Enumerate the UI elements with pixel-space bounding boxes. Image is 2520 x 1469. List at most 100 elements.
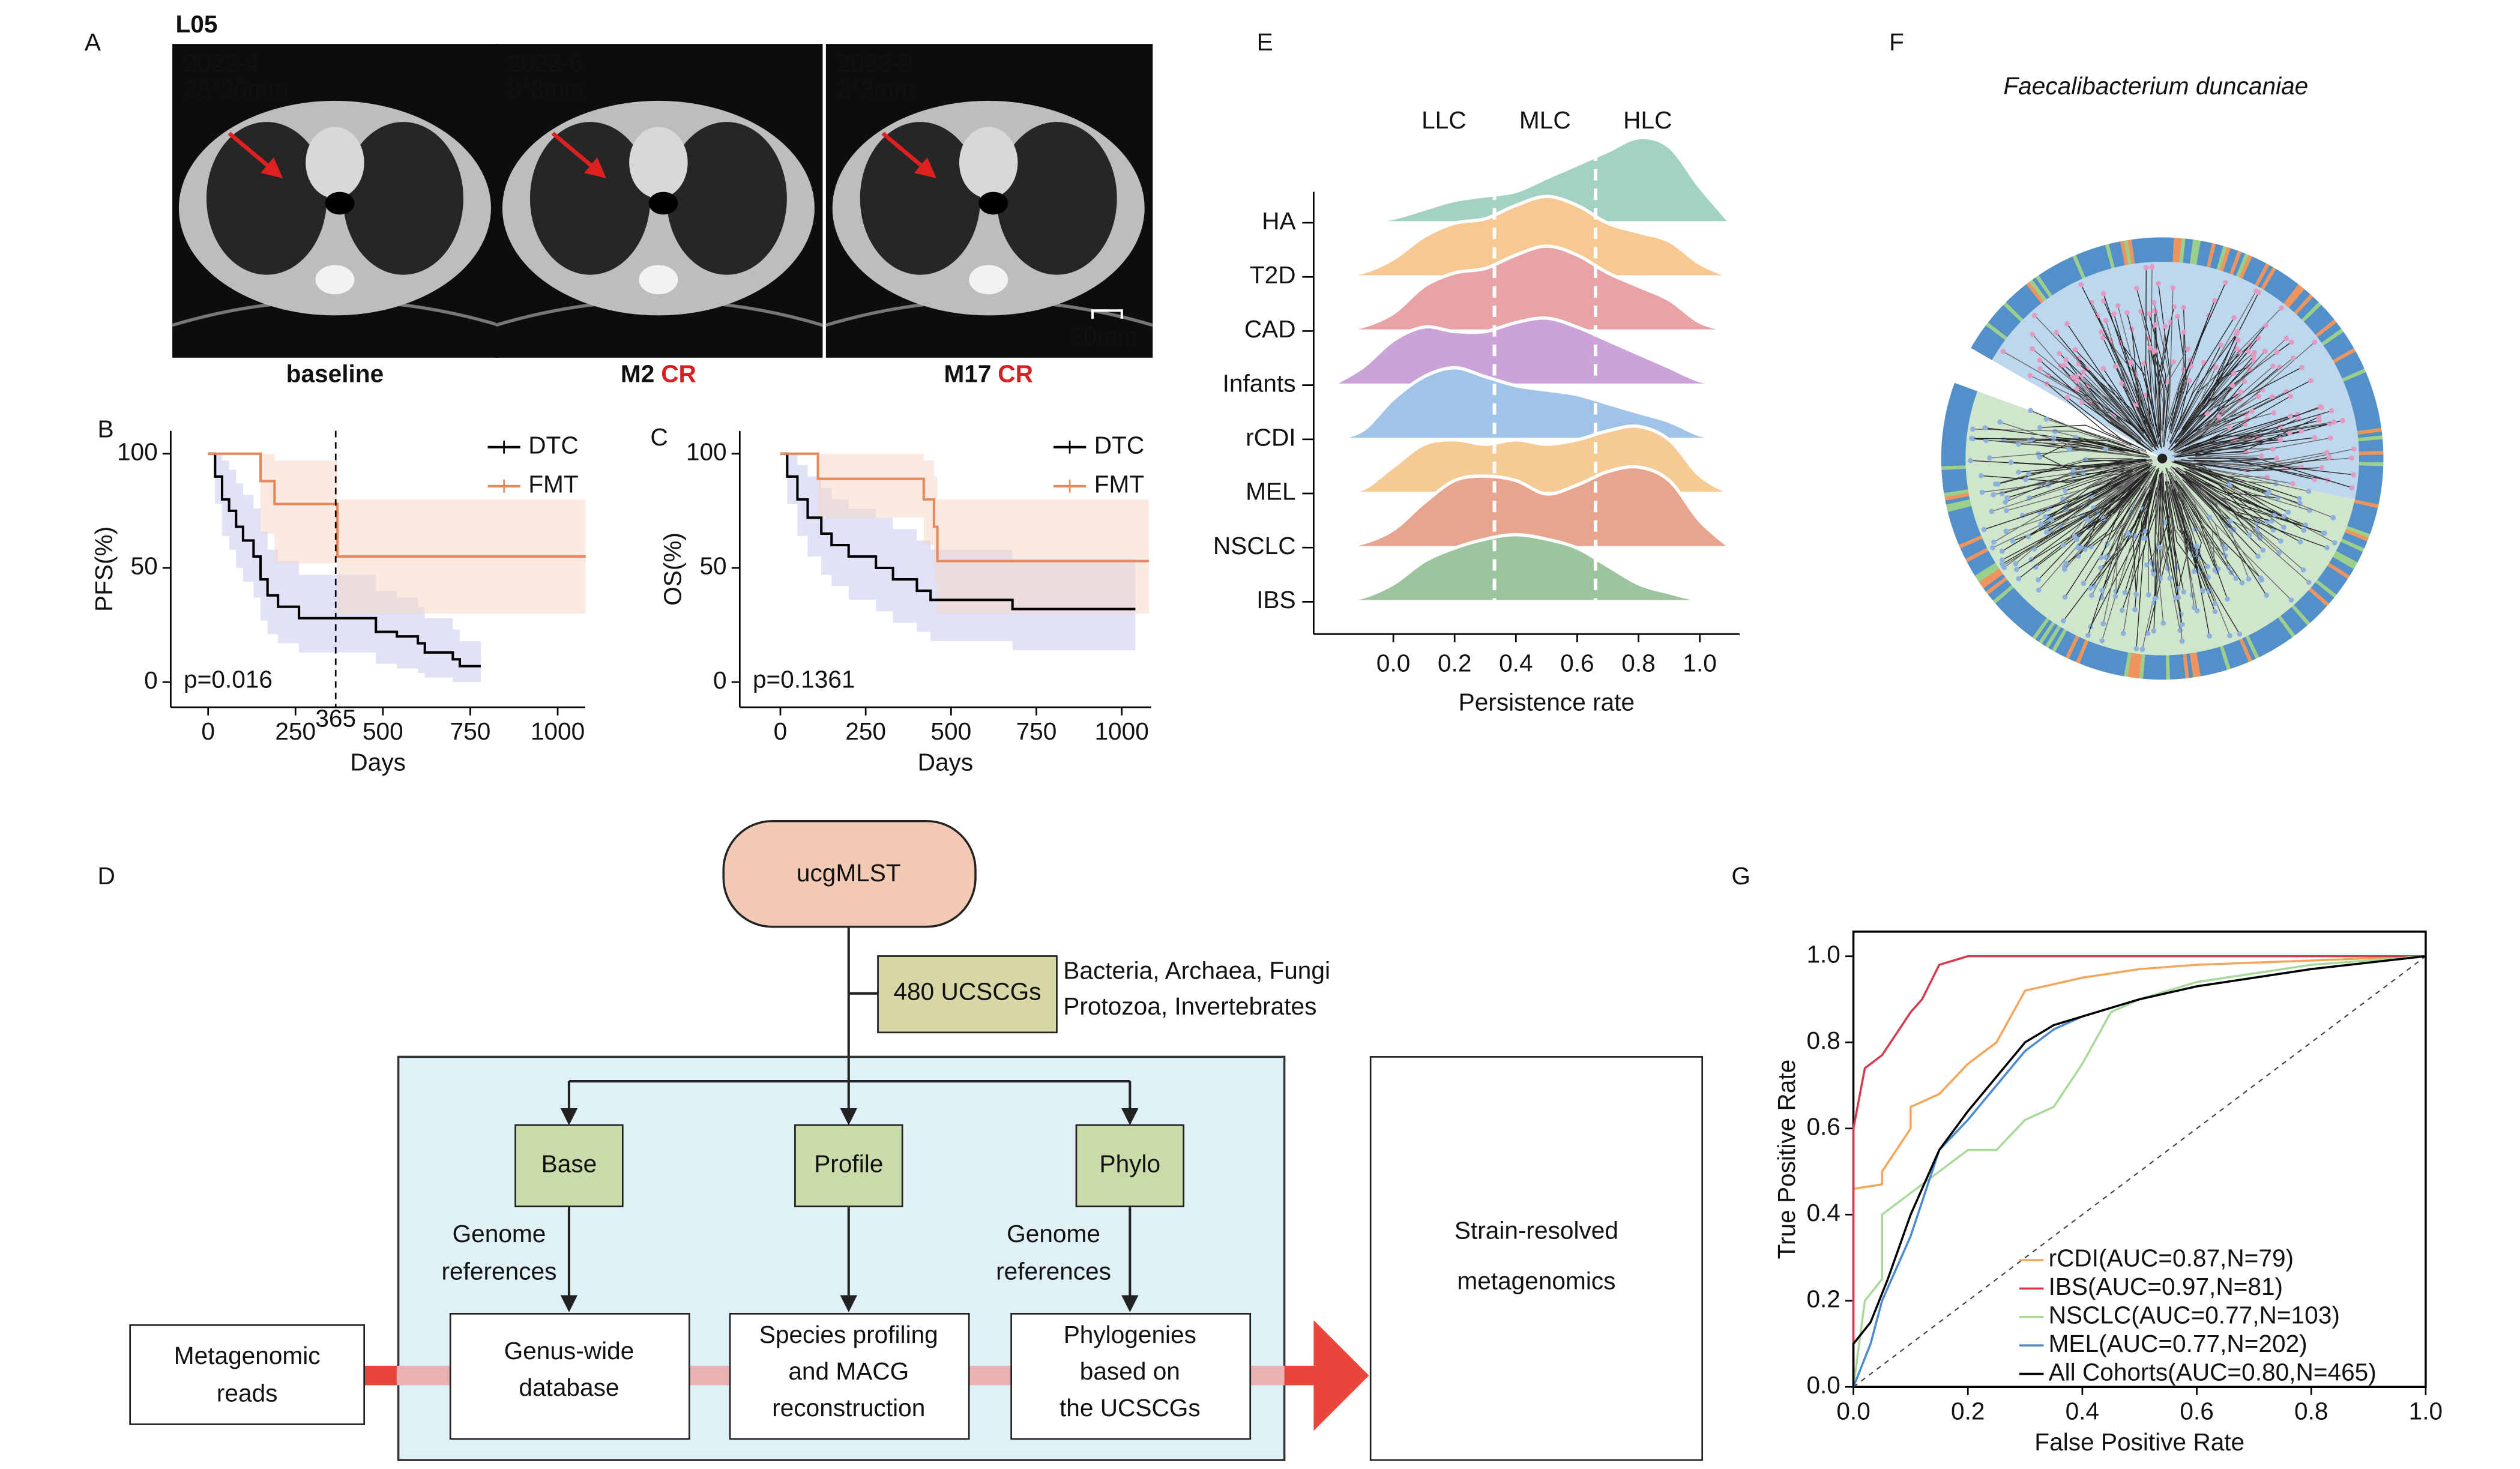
ring-segment: [1942, 475, 1967, 482]
ring-segment: [2242, 636, 2256, 661]
ring-segment: [2347, 382, 2372, 395]
ring-segment: [2338, 544, 2362, 560]
ring-segment: [2332, 554, 2356, 570]
ring-segment: [2083, 250, 2096, 275]
tree-tip: [2264, 593, 2269, 598]
scan-date: 2023-9: [837, 49, 913, 77]
x-tick-label: 0.2: [1438, 649, 1471, 677]
ring-segment: [2020, 286, 2039, 308]
tree-tip: [1995, 481, 2001, 487]
tree-tip: [2181, 329, 2187, 335]
ring-segment: [2353, 405, 2378, 415]
ring-segment: [2232, 641, 2246, 665]
x-tick-label: 750: [1016, 717, 1057, 745]
tree-branch: [2051, 474, 2138, 520]
ring-segment: [2331, 345, 2354, 361]
ring-segment: [2238, 638, 2252, 662]
ring-segment: [2272, 620, 2289, 642]
ring-segment: [2313, 582, 2335, 601]
ring-segment: [2239, 255, 2253, 279]
tree-tip: [2162, 324, 2168, 329]
tree-tip: [2119, 608, 2125, 614]
ring-segment: [2330, 557, 2354, 573]
tree-tip: [2111, 311, 2117, 317]
tree-tip: [2076, 355, 2082, 361]
ring-segment: [2344, 529, 2369, 542]
tree-branch: [2055, 332, 2145, 439]
tree-tip: [2204, 411, 2210, 416]
input-box: [129, 1324, 366, 1425]
ring-segment: [2357, 482, 2382, 490]
ring-segment: [1977, 334, 2000, 352]
tree-branch: [2007, 466, 2126, 498]
tree-tip: [2079, 400, 2085, 405]
ring-segment: [2142, 654, 2149, 680]
scan-date: 2022-6: [507, 49, 583, 77]
tree-tip: [1982, 425, 1988, 430]
tree-tip: [2054, 330, 2059, 336]
ring-segment: [1941, 462, 1966, 466]
ring-segment: [2023, 284, 2042, 306]
ring-segment: [2112, 242, 2122, 267]
ring-segment: [1952, 519, 1977, 531]
diagram-text: Genus-wide: [504, 1337, 635, 1365]
tree-tip: [2125, 530, 2131, 536]
ring-segment: [1953, 522, 1978, 534]
tree-branch: [2174, 334, 2237, 433]
ring-segment: [2329, 560, 2352, 576]
y-tick-label: 50: [699, 552, 726, 580]
tree-branch: [2174, 460, 2270, 493]
tree-tip: [2038, 521, 2044, 526]
ring-segment: [2277, 615, 2295, 638]
y-tick-label: 50: [131, 552, 158, 580]
ring-segment: [2029, 279, 2047, 302]
tree-branch: [2076, 381, 2141, 442]
ring-segment: [1963, 544, 1988, 559]
ring-segment: [1985, 576, 2007, 595]
ring-segment: [1979, 568, 2001, 586]
tree-branch: [2046, 418, 2148, 453]
tree-branch: [2172, 495, 2189, 599]
tree-tip: [2036, 577, 2041, 583]
x-tick-label: 0.2: [1951, 1397, 1985, 1425]
tree-tip: [2234, 331, 2239, 337]
ring-segment: [2338, 358, 2362, 373]
tree-tip: [2300, 567, 2306, 573]
tree-tip: [2003, 499, 2008, 505]
tree-tip: [2103, 446, 2109, 452]
ring-segment: [1941, 447, 1966, 452]
tree-branch: [2187, 412, 2274, 446]
tree-branch: [2183, 385, 2233, 441]
tree-branch: [2169, 380, 2190, 443]
ring-segment: [2357, 431, 2383, 438]
ring-segment: [1998, 590, 2019, 609]
x-tick-label: 0.0: [1836, 1397, 1870, 1425]
ring-segment: [2061, 633, 2076, 657]
tree-branch: [2173, 489, 2210, 636]
tree-tip: [2060, 496, 2066, 502]
ring-segment: [1981, 571, 2004, 589]
ring-segment: [2026, 613, 2044, 635]
ring-segment: [2090, 644, 2102, 669]
ring-segment: [1941, 454, 1966, 459]
category-label: NSCLC: [1213, 532, 1296, 560]
ring-segment: [1973, 341, 1996, 357]
tree-branch: [2175, 475, 2219, 569]
ring-segment: [2105, 244, 2115, 269]
ring-segment: [2072, 255, 2086, 279]
tree-branch: [2161, 470, 2178, 568]
tree-branch: [2187, 455, 2262, 459]
tree-branch: [2183, 477, 2234, 530]
ring-segment: [1941, 468, 1967, 474]
tree-branch: [2103, 487, 2147, 624]
tree-tip: [2288, 393, 2294, 399]
tree-branch: [2185, 471, 2284, 517]
ring-segment: [2356, 420, 2381, 428]
tree-branch: [2174, 461, 2229, 486]
ring-segment: [2000, 593, 2021, 612]
tree-tip: [2151, 571, 2157, 577]
tree-branch: [2087, 473, 2148, 520]
x-tick-label: 0.6: [2180, 1397, 2213, 1425]
tree-branch: [2165, 288, 2174, 436]
ct-lung: [996, 122, 1117, 275]
